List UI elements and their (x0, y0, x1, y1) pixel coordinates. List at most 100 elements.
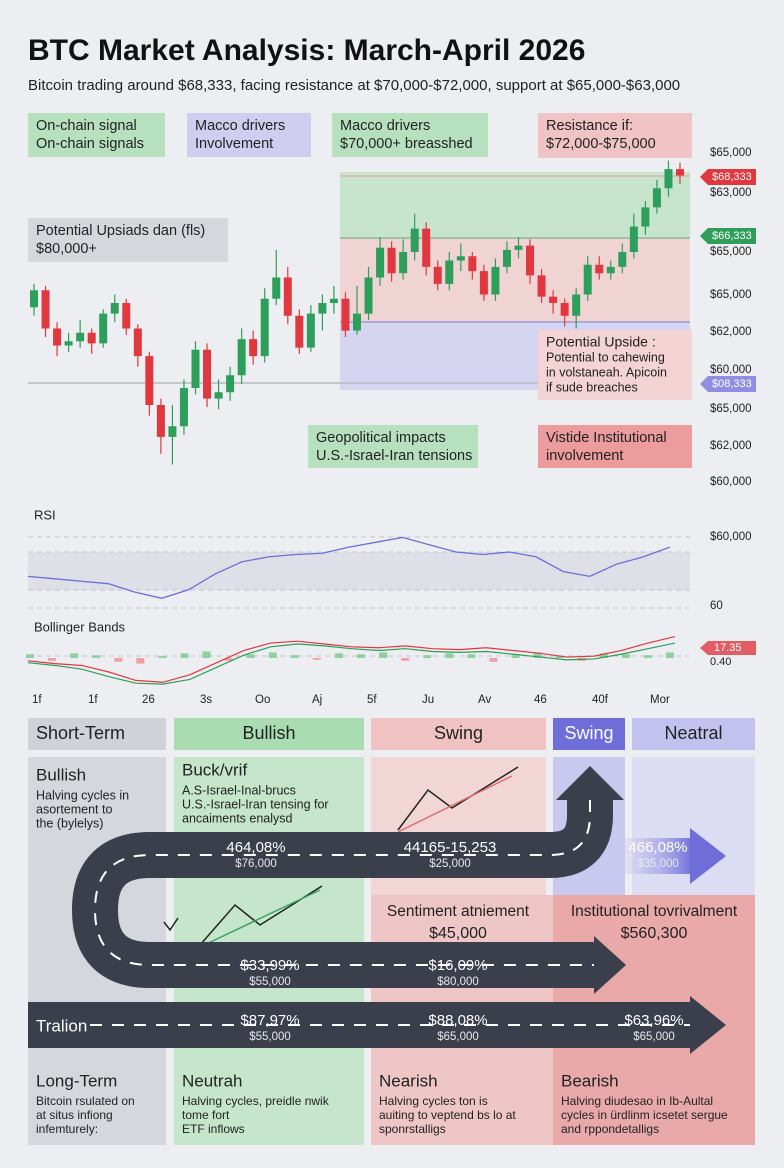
annotation-box (28, 113, 165, 157)
annotation-text: $80,000+ (36, 241, 97, 257)
road-arrow (594, 936, 626, 994)
subtitle: Bitcoin trading around $68,333, facing r… (28, 77, 680, 94)
road-pct: 44165-15,253 (404, 839, 497, 856)
bollinger-bar (401, 658, 410, 661)
column-header-text: Swing (434, 723, 483, 743)
bollinger-bar (224, 658, 233, 661)
road-price: $25,000 (429, 858, 471, 870)
bottom-text: Halving cycles ton is (379, 1094, 488, 1108)
bollinger-line (27, 642, 676, 685)
candle-body (306, 313, 315, 348)
candle-body (502, 249, 511, 267)
candle-body (537, 275, 546, 297)
x-label: 1f (88, 694, 98, 706)
price-tag (700, 376, 756, 392)
annotation-text: On-chain signal (36, 118, 137, 134)
trend-line (199, 889, 321, 948)
candle-body (364, 277, 373, 314)
bollinger-bar (467, 654, 476, 658)
bottom-title: Nearish (379, 1071, 438, 1090)
road-price: $55,000 (249, 976, 291, 988)
bottom-text: Bitcoin rsulated on (36, 1094, 135, 1108)
bollinger-bar (70, 653, 79, 658)
road-pct: 464,08% (226, 839, 285, 856)
candle-body (514, 245, 523, 250)
candle-body (618, 252, 627, 267)
candle-body (156, 405, 165, 437)
bollinger-bar (379, 652, 388, 658)
candle-body (41, 290, 50, 329)
candle-body (260, 298, 269, 357)
bollinger-bar (92, 655, 101, 658)
rsi-label: RSI (34, 507, 56, 522)
rsi-axis-label: 60 (710, 600, 723, 612)
annotation-text: Macco drivers (340, 118, 430, 134)
candle-body (376, 247, 385, 278)
bottom-title: Long-Term (36, 1071, 117, 1090)
price-label: $62,000 (710, 326, 752, 338)
road-pct: $33,99% (240, 957, 299, 974)
bollinger-bar (180, 653, 189, 658)
column-header-text: Bullish (242, 723, 295, 743)
bottom-title: Neutrah (182, 1071, 242, 1090)
sparkline (199, 885, 323, 946)
road-price: $65,000 (633, 1031, 675, 1043)
annotation-text: Macco drivers (195, 118, 285, 134)
cell-text: U.S.-Israel-Iran tensing for (182, 797, 329, 811)
candle-body (30, 290, 38, 308)
road-price: $55,000 (249, 1031, 291, 1043)
x-label: Mor (650, 694, 670, 706)
bollinger-bar (489, 658, 498, 662)
candle-body (399, 252, 408, 274)
road-dash (93, 800, 595, 966)
price-tag-text: $08,333 (712, 378, 752, 390)
column-header-text: Swing (564, 723, 613, 743)
cell-text: ancaiments enalysd (182, 811, 293, 825)
cell-title: Sentiment atniement (387, 903, 530, 920)
candle-body (353, 313, 361, 331)
x-label: 3s (200, 694, 212, 706)
candle-body (629, 226, 638, 252)
bollinger-bar (334, 653, 343, 658)
bollinger-bar (555, 656, 564, 658)
candle-body (583, 264, 592, 295)
annotation-box (538, 425, 692, 468)
cell-text: $560,300 (621, 925, 688, 942)
price-label: $62,000 (710, 440, 752, 452)
bollinger-bar (26, 654, 34, 658)
candle-body (606, 266, 615, 274)
bollinger-bar (533, 652, 542, 658)
bollinger-line (27, 635, 676, 683)
candle-body (433, 266, 442, 284)
bottom-title: Bearish (561, 1071, 619, 1090)
candle-body (191, 349, 200, 388)
candle-body (179, 388, 188, 427)
candle-body (283, 277, 292, 316)
column-header-text: Neatral (664, 723, 722, 743)
check-mark (163, 917, 179, 932)
road-price: $65,000 (437, 1031, 479, 1043)
price-label: $65,000 (710, 246, 752, 258)
candle-body (595, 264, 604, 274)
road-price: $35,000 (637, 858, 679, 870)
candle-body (526, 245, 535, 276)
annotation-text: if sude breaches (546, 380, 638, 394)
annotation-box (538, 113, 692, 158)
x-label: Aj (312, 694, 322, 706)
candle-body (676, 169, 684, 176)
x-label: 5f (367, 694, 377, 706)
bollinger-bar (312, 658, 321, 660)
price-label: $60,000 (710, 476, 752, 488)
bollinger-bar (114, 658, 123, 662)
sparkline (397, 766, 519, 831)
candle-body (64, 341, 73, 346)
column-header (553, 718, 625, 750)
bollinger-bar (511, 655, 520, 658)
candle-body (203, 349, 212, 399)
bottom-text: auiting to veptend bs lo at (379, 1108, 516, 1122)
column-header (28, 718, 166, 750)
bollinger-axis-label: 0.40 (710, 656, 731, 668)
price-label: $63,000 (710, 187, 752, 199)
content: On-chain signal On-chain signals Macco dri… (26, 113, 756, 1145)
bollinger-bar (666, 652, 674, 658)
